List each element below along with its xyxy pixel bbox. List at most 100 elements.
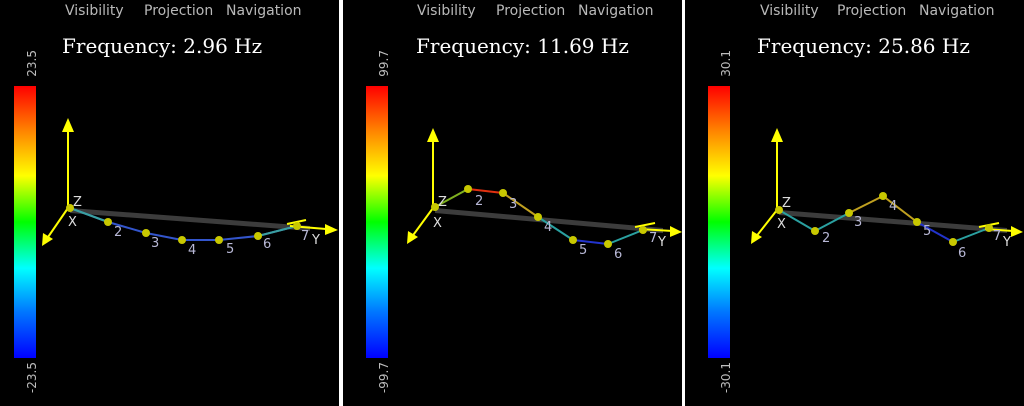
mode-shape-segment	[502, 192, 539, 218]
node-2	[104, 218, 112, 226]
y-axis-tick	[634, 222, 656, 228]
menu-projection[interactable]: Projection	[496, 3, 566, 19]
menu-projection[interactable]: Projection	[837, 3, 907, 19]
color-scale-bar	[14, 86, 36, 358]
viewport-3d[interactable]: Z X Y 2 3 4 5 6 7	[685, 0, 1024, 406]
menu-bar: Visibility Projection Navigation	[343, 3, 682, 25]
x-arrow-head	[42, 233, 53, 246]
node-5	[569, 236, 577, 244]
mode-panel-3[interactable]: Visibility Projection Navigation Frequen…	[685, 0, 1024, 406]
mode-shape-segment	[69, 207, 109, 223]
mode-shape-segment	[778, 209, 816, 232]
mode-shape-segment	[537, 216, 574, 241]
node-label: 4	[188, 243, 196, 258]
node-label: 4	[544, 220, 552, 235]
mode-shape-segment	[572, 239, 609, 245]
color-scale-bar	[366, 86, 388, 358]
menu-bar: Visibility Projection Navigation	[0, 3, 339, 25]
mode-shape-segment	[257, 225, 298, 237]
node-7	[293, 222, 301, 230]
y-axis-tick	[286, 219, 307, 225]
z-arrow-head	[427, 128, 439, 142]
node-1	[66, 204, 74, 212]
node-label: 2	[114, 225, 122, 240]
y-axis-label: Y	[311, 233, 320, 248]
z-axis-label: Z	[782, 196, 791, 211]
mode-shape-segment	[814, 212, 850, 232]
z-axis-label: Z	[73, 195, 82, 210]
node-label: 5	[923, 224, 931, 239]
mode-shape-segment	[916, 221, 954, 243]
x-axis-arrow	[45, 207, 69, 241]
viewport-3d[interactable]: Z X Y 2 3 4 5 6 7	[343, 0, 682, 406]
node-label: 5	[226, 242, 234, 257]
node-6	[949, 238, 957, 246]
mode-shape-segment	[848, 195, 884, 214]
mode-panel-2[interactable]: Visibility Projection Navigation Frequen…	[343, 0, 682, 406]
beam	[779, 210, 1007, 233]
menu-projection[interactable]: Projection	[144, 3, 214, 19]
x-arrow-head	[751, 231, 762, 244]
node-label: 2	[475, 194, 483, 209]
x-axis-arrow	[754, 209, 778, 239]
menu-navigation[interactable]: Navigation	[226, 3, 302, 19]
x-arrow-head	[407, 231, 418, 244]
node-4	[534, 213, 542, 221]
menu-visibility[interactable]: Visibility	[65, 3, 124, 19]
frequency-title: Frequency: 2.96 Hz	[62, 34, 263, 58]
z-axis-label: Z	[438, 195, 447, 210]
node-7	[985, 224, 993, 232]
y-arrow-head	[670, 226, 682, 237]
node-3	[845, 209, 853, 217]
z-arrow-head	[62, 118, 74, 132]
mode-shape-segment	[607, 229, 644, 245]
beam	[70, 208, 310, 231]
node-label: 6	[958, 246, 966, 261]
menu-visibility[interactable]: Visibility	[760, 3, 819, 19]
y-axis-label: Y	[1002, 235, 1011, 250]
color-scale-bar	[708, 86, 730, 358]
node-3	[142, 229, 150, 237]
y-arrow-head	[325, 224, 338, 235]
y-axis-label: Y	[657, 235, 666, 250]
node-label: 6	[614, 247, 622, 262]
viewport-3d[interactable]: Z X Y 2 3 4 5 6 7	[0, 0, 339, 406]
node-label: 3	[151, 236, 159, 251]
node-6	[604, 240, 612, 248]
node-4	[879, 192, 887, 200]
mode-shape-segment	[952, 227, 990, 243]
menu-bar: Visibility Projection Navigation	[685, 3, 1024, 25]
menu-navigation[interactable]: Navigation	[919, 3, 995, 19]
mode-shape-segment	[882, 195, 918, 223]
node-label: 5	[579, 243, 587, 258]
node-label: 2	[822, 231, 830, 246]
node-label: 7	[993, 229, 1001, 244]
mode-shape-segment	[467, 188, 504, 194]
node-3	[499, 189, 507, 197]
node-2	[464, 185, 472, 193]
x-axis-label: X	[433, 216, 442, 231]
node-5	[215, 236, 223, 244]
node-1	[775, 206, 783, 214]
x-axis-label: X	[777, 217, 786, 232]
node-7	[639, 226, 647, 234]
x-axis-label: X	[68, 215, 77, 230]
node-label: 4	[889, 199, 897, 214]
frequency-title: Frequency: 11.69 Hz	[416, 34, 629, 58]
node-label: 7	[649, 231, 657, 246]
node-label: 3	[854, 215, 862, 230]
menu-navigation[interactable]: Navigation	[578, 3, 654, 19]
x-axis-arrow	[410, 207, 434, 239]
mode-shape-segment	[434, 188, 469, 208]
menu-visibility[interactable]: Visibility	[417, 3, 476, 19]
node-2	[811, 227, 819, 235]
beam	[435, 208, 663, 233]
y-arrow-head	[1011, 226, 1023, 237]
node-5	[913, 218, 921, 226]
node-label: 7	[301, 229, 309, 244]
node-4	[178, 236, 186, 244]
frequency-title: Frequency: 25.86 Hz	[757, 34, 970, 58]
node-1	[431, 203, 439, 211]
mode-panel-1[interactable]: Visibility Projection Navigation Frequen…	[0, 0, 339, 406]
z-arrow-head	[771, 128, 783, 142]
